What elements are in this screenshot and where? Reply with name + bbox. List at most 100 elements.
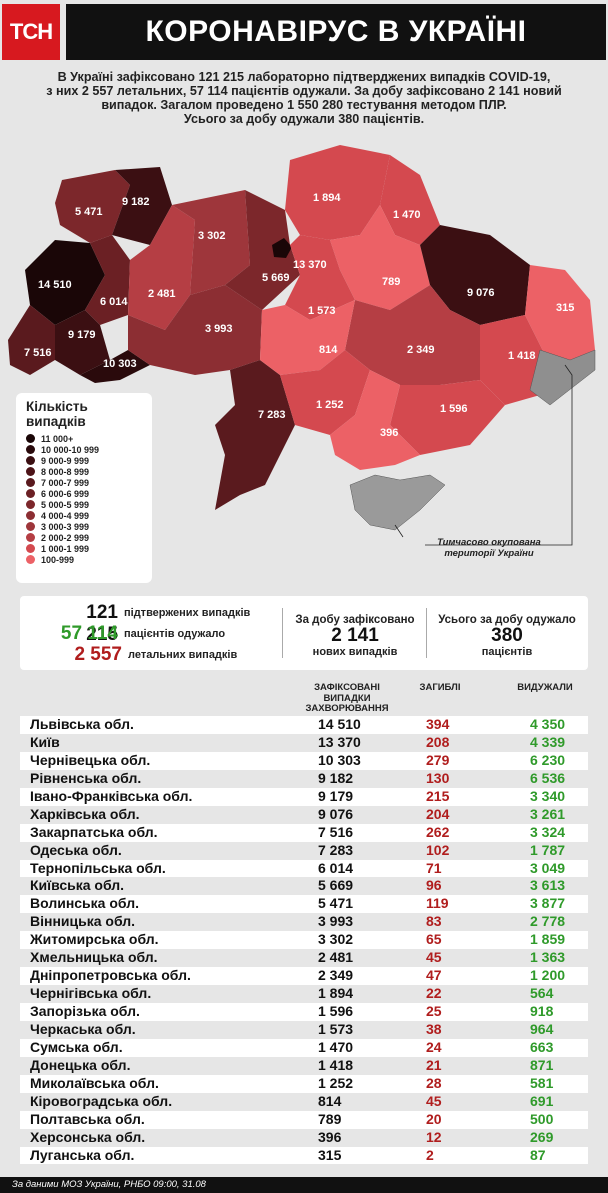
region-label-zhytomyr: 3 302 [198,230,226,242]
table-row: Львівська обл. 14 510 394 4 350 [20,716,588,734]
region-label-kherson: 396 [380,427,398,439]
cases-value: 3 993 [318,913,354,930]
legend-swatch [26,522,35,531]
legend-item: 9 000-9 999 [26,455,142,466]
legend-item: 5 000-5 999 [26,499,142,510]
occupied-territory-note: Тимчасово окупована території України [424,537,554,559]
crimea [349,474,446,531]
deaths-column-header: ЗАГИБЛІ [419,682,461,693]
deaths-value: 65 [426,931,442,948]
occupied-donbas [529,349,596,406]
table-row: Вінницька обл. 3 993 83 2 778 [20,913,588,932]
deaths-value: 102 [426,841,450,858]
legend-swatch [26,445,35,454]
table-row: Волинська обл. 5 471 119 3 877 [20,895,588,914]
cases-value: 3 302 [318,931,354,948]
region-name: Одеська обл. [30,841,122,858]
ukraine-map: 5 471 9 182 14 510 6 014 9 179 7 516 10 … [0,125,608,595]
recovered-value: 3 049 [530,859,566,876]
legend-label: 6 000-6 999 [41,488,90,499]
source-footer: За даними МОЗ України, РНБО 09:00, 31.08 [0,1177,608,1193]
legend-item: 11 000+ [26,433,142,444]
intro-text: В Україні зафіксовано 121 215 лабораторн… [10,70,598,126]
region-label-lviv: 14 510 [38,279,72,291]
table-row: Дніпропетровська обл. 2 349 47 1 200 [20,967,588,986]
legend-label: 1 000-1 999 [41,543,90,554]
table-row: Чернівецька обл. 10 303 279 6 230 [20,751,588,770]
legend-title: Кількість [26,399,88,414]
table-row: Закарпатська обл. 7 516 262 3 324 [20,823,588,842]
region-name: Чернігівська обл. [30,985,152,1002]
summary-daily-cases: За добу зафіксовано 2 141 нових випадків [286,614,424,658]
deaths-value: 47 [426,967,442,984]
legend-label: 7 000-7 999 [41,477,90,488]
region-rivne [112,167,172,245]
deaths-value: 28 [426,1074,442,1091]
region-name: Чернівецька обл. [30,751,151,768]
legend-label: 4 000-4 999 [41,510,90,521]
region-label-chernivtsi: 10 303 [103,358,137,370]
cases-value: 1 252 [318,1074,354,1091]
recovered-value: 500 [530,1110,554,1127]
region-name: Рівненська обл. [30,769,142,786]
region-label-khmelnytskyi: 2 481 [148,288,176,300]
recovered-value: 663 [530,1038,554,1055]
legend-item: 8 000-8 999 [26,466,142,477]
table-row: Тернопільська обл. 6 014 71 3 049 [20,859,588,878]
cases-value: 396 [318,1128,342,1145]
cases-column-header: ЗАФІКСОВАНІ ВИПАДКИ ЗАХВОРЮВАННЯ [292,682,402,715]
region-lviv [25,240,105,325]
legend-item: 3 000-3 999 [26,521,142,532]
legend-item: 10 000-10 999 [26,444,142,455]
summary-confirmed: 121 215 підтвержених випадків [20,602,280,645]
recovered-value: 564 [530,985,554,1002]
cases-value: 1 894 [318,985,354,1002]
deaths-label: летальних випадків [128,649,238,661]
region-name: Волинська обл. [30,895,139,912]
table-header: ЗАФІКСОВАНІ ВИПАДКИ ЗАХВОРЮВАННЯ ЗАГИБЛІ… [0,682,608,715]
legend-swatch [26,544,35,553]
legend-label: 11 000+ [41,433,74,444]
legend-swatch [26,511,35,520]
map-legend: Кількість випадків 11 000+ 10 000-10 999 9… [16,393,152,583]
regions-table: Львівська обл. 14 510 394 4 350 Київ 13 370 20… [20,716,588,1165]
legend-label: 9 000-9 999 [41,455,90,466]
daily-cases-label: За добу зафіксовано [295,614,415,626]
cases-value: 2 349 [318,967,354,984]
cases-header-line: ЗАФІКСОВАНІ [314,682,380,693]
recovered-label: пацієнтів одужало [124,628,226,640]
region-ivano [55,310,110,375]
cases-value: 10 303 [318,751,361,768]
deaths-value: 45 [426,949,442,966]
region-label-kharkiv: 9 076 [467,287,495,299]
cases-value: 1 418 [318,1056,354,1073]
region-label-luhansk: 315 [556,302,574,314]
cases-value: 5 669 [318,877,354,894]
region-name: Донецька обл. [30,1056,131,1073]
cases-value: 14 510 [318,716,361,732]
table-row: Сумська обл. 1 470 24 663 [20,1038,588,1057]
recovered-value: 1 363 [530,949,566,966]
deaths-value: 71 [426,859,442,876]
table-row: Київська обл. 5 669 96 3 613 [20,877,588,896]
region-label-vinnytsia: 3 993 [205,323,233,335]
region-luhansk [525,265,595,360]
recovered-value: 1 859 [530,931,566,948]
recovered-value: 3 877 [530,895,566,912]
region-kirovohrad [260,300,355,375]
region-name: Івано-Франківська обл. [30,787,193,804]
legend-label: 3 000-3 999 [41,521,90,532]
region-name: Тернопільська обл. [30,859,166,876]
recovered-value: 4 350 [530,716,566,732]
intro-line: В Україні зафіксовано 121 215 лабораторн… [57,70,551,84]
region-poltava [330,205,430,310]
deaths-value: 25 [426,1003,442,1019]
region-name: Дніпропетровська обл. [30,967,191,984]
cases-header-line: ВИПАДКИ [323,692,371,704]
region-name: Луганська обл. [30,1146,135,1163]
deaths-count: 2 557 [74,644,122,665]
page-title: КОРОНАВІРУС В УКРАЇНІ [66,4,606,60]
recovered-column-header: ВИДУЖАЛИ [517,682,573,693]
cases-value: 1 470 [318,1038,354,1055]
legend-item: 1 000-1 999 [26,543,142,554]
